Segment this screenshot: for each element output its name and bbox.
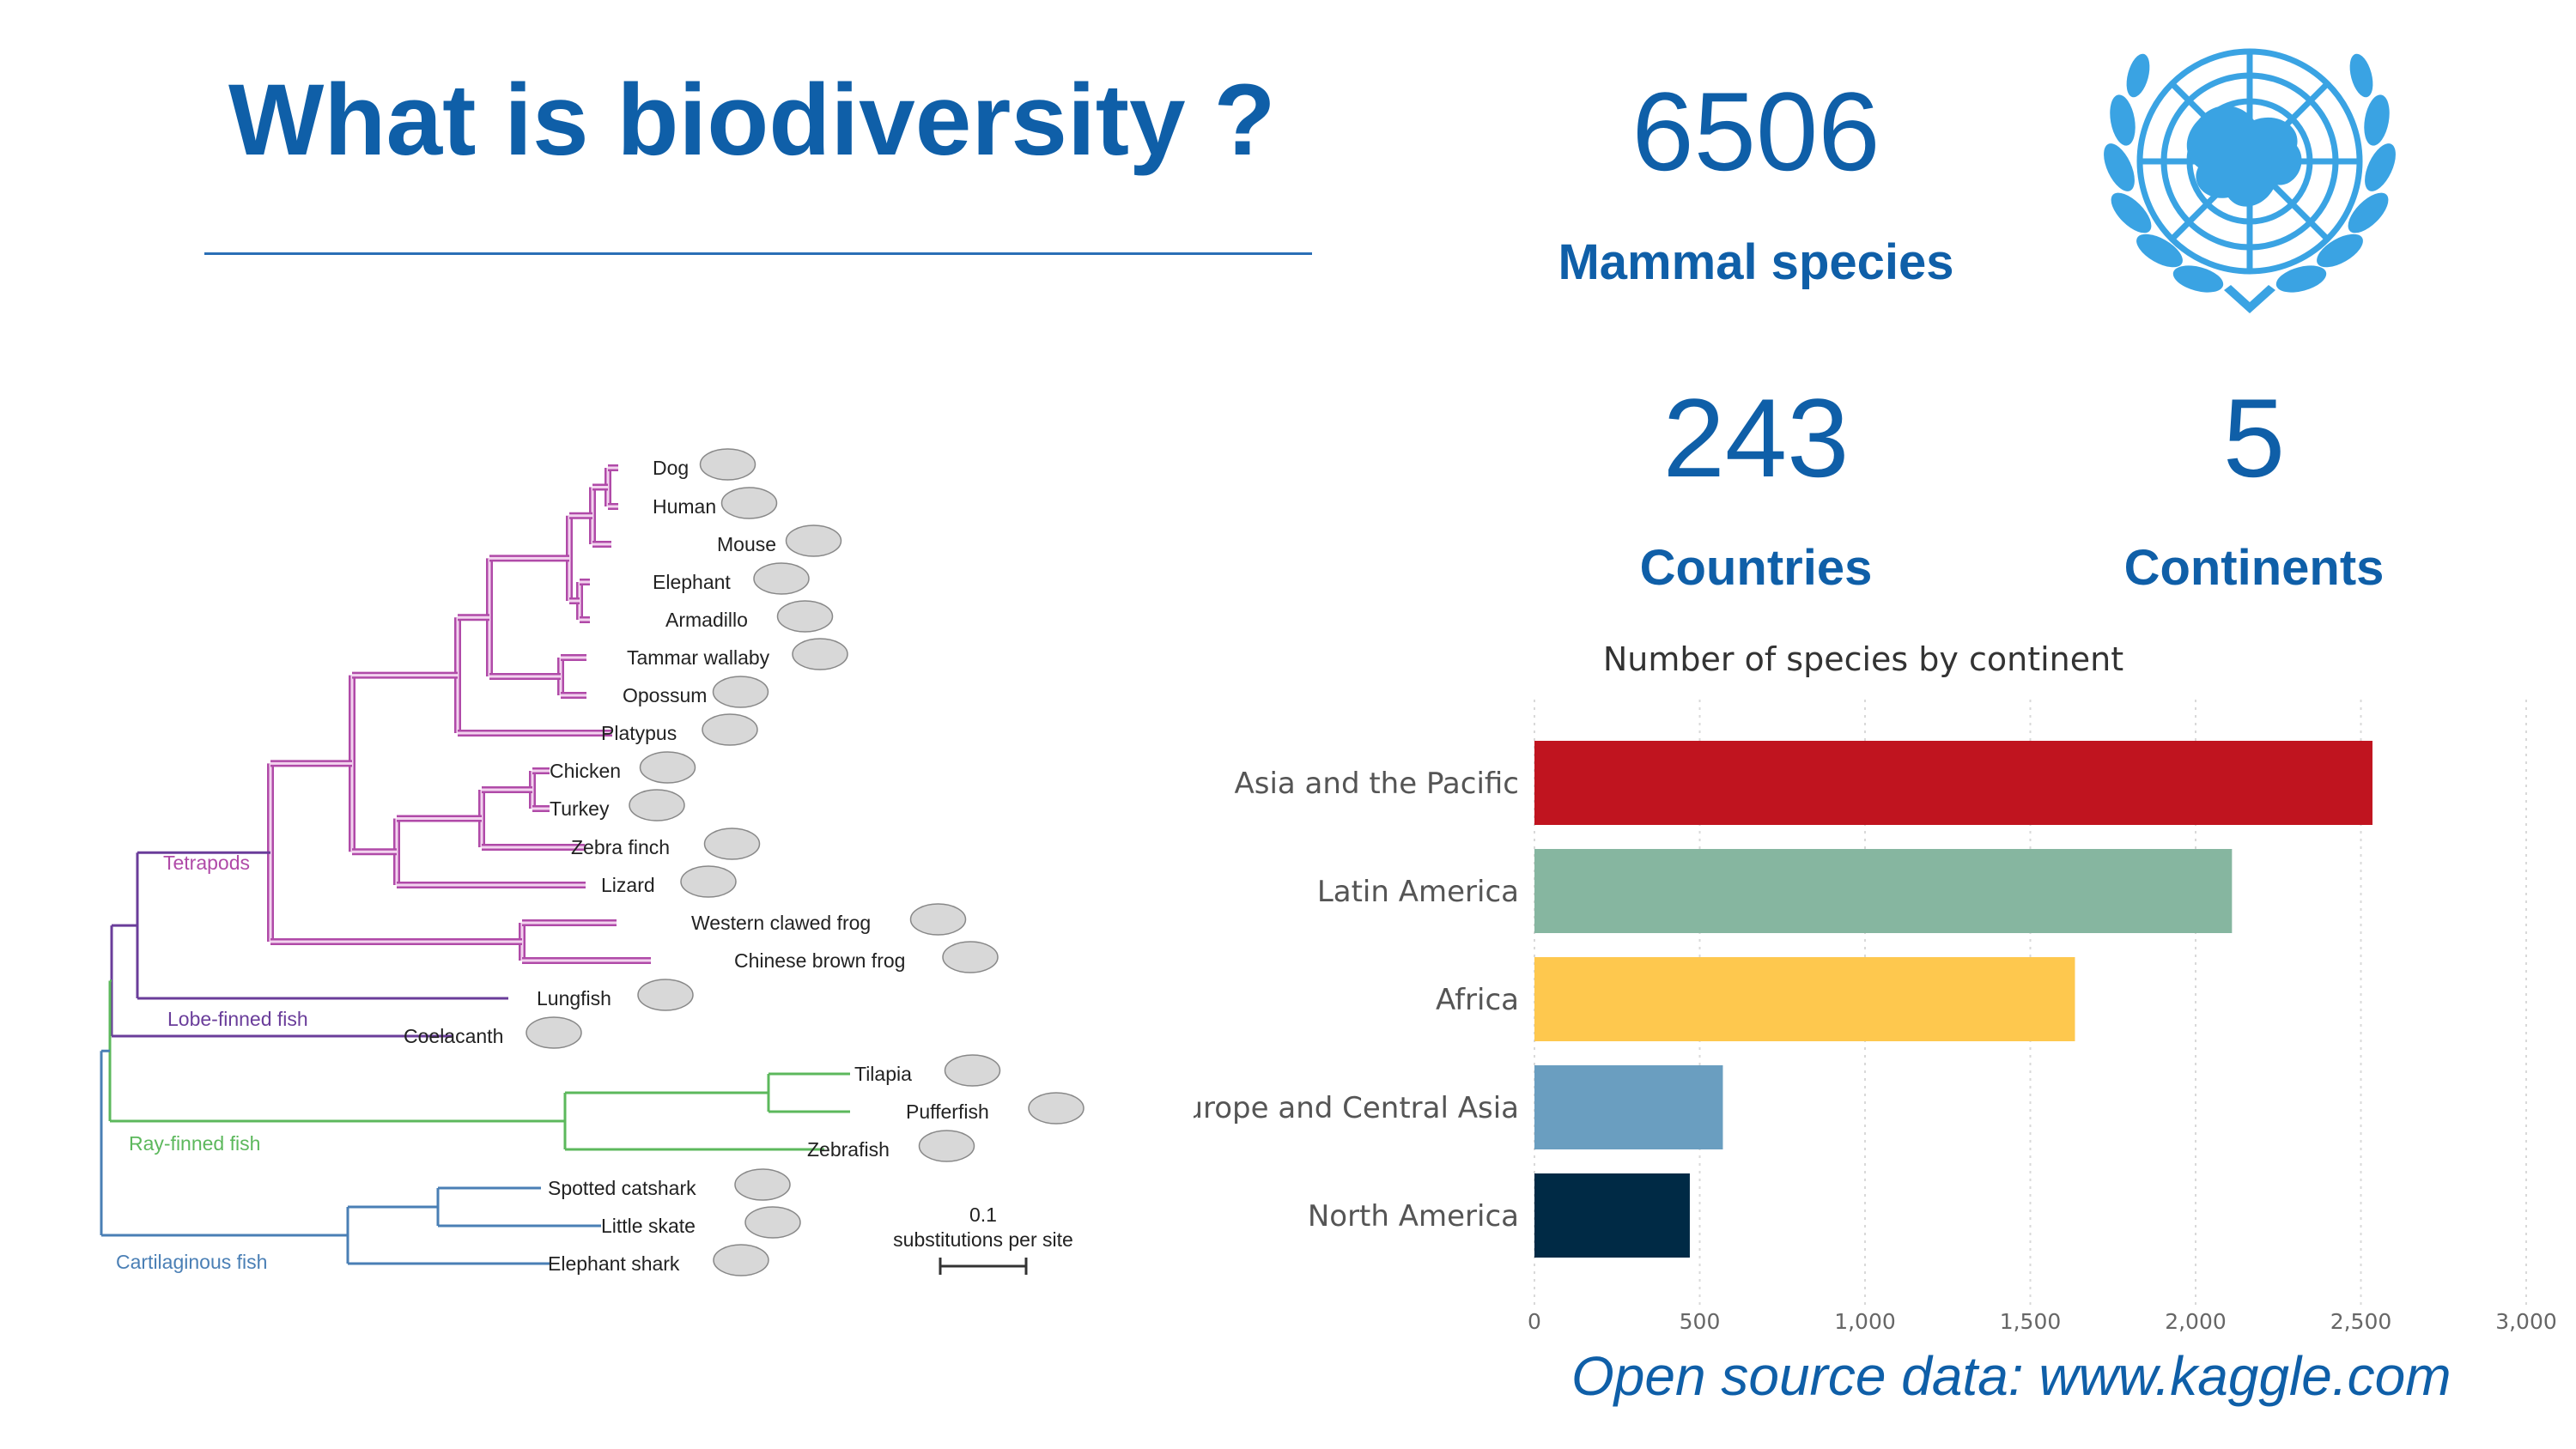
taxon-label: Zebrafish <box>807 1138 890 1161</box>
animal-illustration <box>944 1054 1001 1087</box>
taxon-label: Turkey <box>550 797 610 820</box>
animal-illustration <box>720 487 778 519</box>
animal-illustration <box>703 828 761 860</box>
clade-label-ray_finned: Ray-finned fish <box>129 1132 260 1155</box>
taxon-label: Little skate <box>601 1215 696 1237</box>
animal-illustration <box>526 1016 582 1049</box>
taxon-label: Opossum <box>623 684 707 706</box>
taxon-label: Armadillo <box>665 609 748 631</box>
category-label: Africa <box>1436 983 1519 1017</box>
animal-illustration <box>699 448 756 481</box>
taxon-label: Tammar wallaby <box>627 646 770 669</box>
bar-europe-and-central-asia <box>1534 1065 1723 1149</box>
animal-illustration <box>785 524 842 557</box>
species-by-continent-chart: Number of species by continent Asia and … <box>1194 640 2557 1334</box>
animal-illustration <box>639 751 696 784</box>
taxon-label: Pufferfish <box>906 1100 989 1123</box>
continents-count: 5 <box>2222 375 2286 500</box>
scale-bar: 0.1 substitutions per site <box>893 1203 1073 1275</box>
bar-latin-america <box>1534 849 2233 933</box>
bar-asia-and-the-pacific <box>1534 741 2372 825</box>
x-tick-label: 2,500 <box>2330 1309 2392 1334</box>
x-tick-label: 0 <box>1528 1309 1541 1334</box>
x-tick-label: 2,000 <box>2165 1309 2227 1334</box>
title-divider <box>204 252 1312 255</box>
animal-illustration <box>734 1168 791 1201</box>
clade-label-tetrapods: Tetrapods <box>163 852 250 874</box>
bar-north-america <box>1534 1173 1690 1258</box>
scale-label: substitutions per site <box>893 1228 1073 1251</box>
animal-illustration <box>629 789 685 822</box>
x-tick-label: 500 <box>1680 1309 1721 1334</box>
animal-illustration <box>712 676 769 708</box>
x-tick-label: 3,000 <box>2495 1309 2557 1334</box>
category-label: Asia and the Pacific <box>1235 767 1520 801</box>
taxon-label: Lizard <box>601 874 655 896</box>
mammal-species-label: Mammal species <box>1558 234 1954 290</box>
category-label: North America <box>1308 1199 1519 1234</box>
data-source-credit: Open source data: www.kaggle.com <box>1571 1345 2451 1407</box>
clade-label-cartilaginous: Cartilaginous fish <box>116 1251 267 1273</box>
bar-africa <box>1534 957 2075 1041</box>
scale-value: 0.1 <box>969 1203 997 1226</box>
taxon-label: Western clawed frog <box>691 912 871 934</box>
continents-label: Continents <box>2123 540 2385 596</box>
animal-illustration <box>909 903 967 936</box>
un-emblem-logo <box>2104 48 2396 313</box>
animal-illustration <box>637 979 694 1011</box>
animal-illustration <box>753 562 810 595</box>
mammal-species-count: 6506 <box>1631 69 1880 194</box>
taxon-label: Mouse <box>717 533 776 555</box>
animal-illustration <box>942 941 999 973</box>
chart-title: Number of species by continent <box>1603 640 2123 678</box>
taxon-label: Human <box>653 495 716 518</box>
animal-illustration <box>1028 1092 1084 1125</box>
category-label: Europe and Central Asia <box>1194 1091 1519 1125</box>
animal-illustration <box>713 1244 769 1276</box>
taxon-label: Lungfish <box>537 987 611 1009</box>
animal-illustration <box>776 600 834 633</box>
page-title: What is biodiversity ? <box>228 64 1276 177</box>
taxon-label: Chinese brown frog <box>734 949 905 972</box>
taxon-label: Tilapia <box>854 1063 912 1085</box>
x-tick-label: 1,000 <box>1834 1309 1896 1334</box>
animal-illustration <box>702 713 758 746</box>
taxon-label: Coelacanth <box>404 1025 503 1047</box>
taxon-label: Elephant shark <box>548 1252 680 1275</box>
taxon-label: Dog <box>653 457 689 479</box>
animal-illustration <box>680 865 737 898</box>
category-label: Latin America <box>1317 875 1519 909</box>
clade-label-lobe_finned: Lobe-finned fish <box>167 1008 308 1030</box>
taxon-label: Zebra finch <box>571 836 670 858</box>
countries-count: 243 <box>1662 375 1850 500</box>
countries-label: Countries <box>1639 540 1873 596</box>
taxon-label: Elephant <box>653 571 731 593</box>
taxon-label: Chicken <box>550 760 621 782</box>
animal-illustration <box>918 1130 975 1162</box>
x-tick-label: 1,500 <box>2000 1309 2062 1334</box>
animal-illustration <box>792 638 848 670</box>
animal-illustration <box>744 1206 801 1239</box>
taxon-label: Platypus <box>601 722 677 744</box>
taxon-label: Spotted catshark <box>548 1177 696 1199</box>
